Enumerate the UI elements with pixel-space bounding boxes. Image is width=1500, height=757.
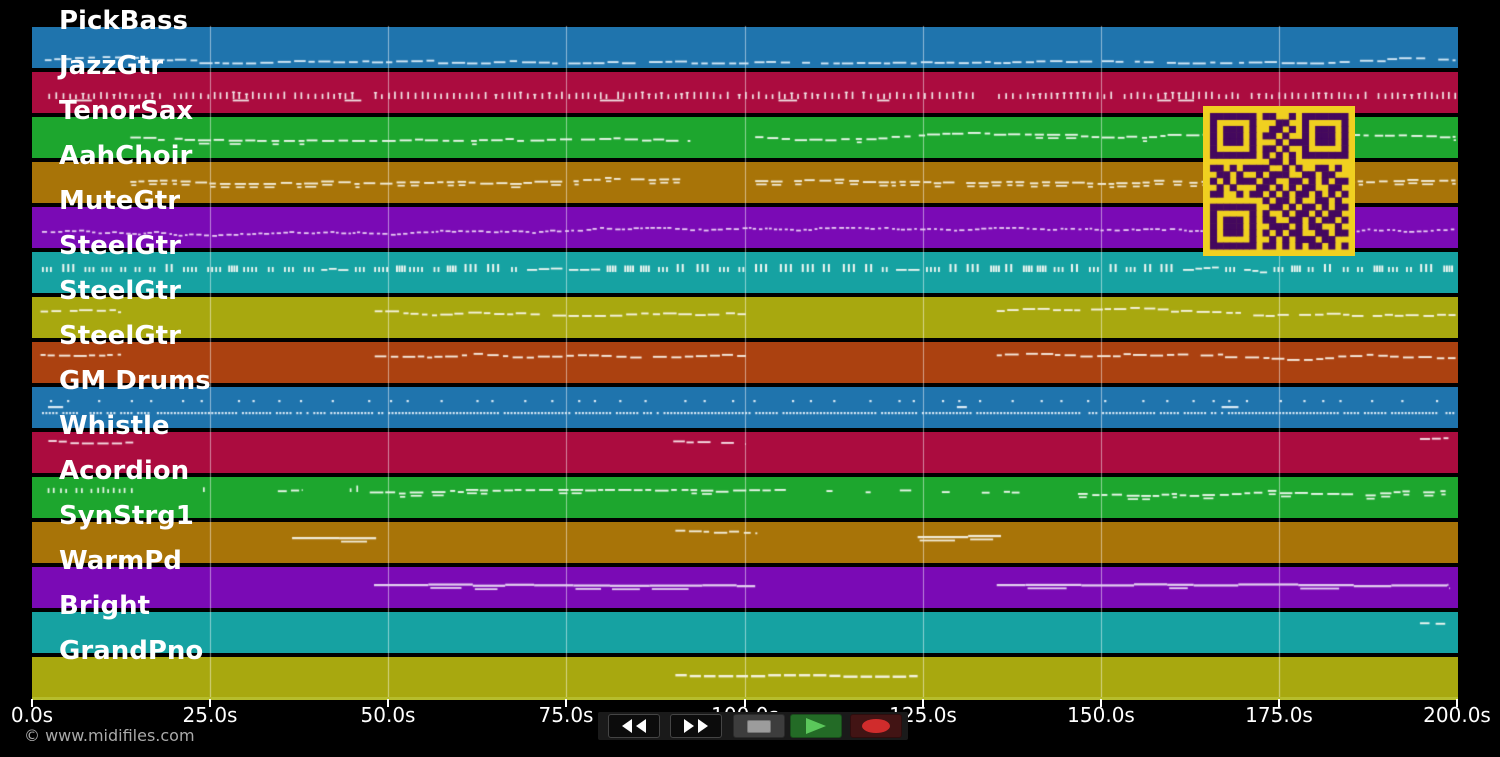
axis-tick-label: 75.0s [538, 703, 594, 727]
axis-line [32, 697, 1458, 700]
axis-tick-mark [1456, 699, 1458, 707]
fast-forward-button[interactable] [670, 714, 722, 738]
stop-icon [747, 719, 771, 733]
track-label: GrandPno [59, 636, 204, 666]
axis-tick-mark [1100, 699, 1102, 707]
track-label: Acordion [59, 456, 190, 486]
watermark: © www.midifiles.com [24, 726, 195, 745]
track-label: GM Drums [59, 366, 211, 396]
axis-tick-label: 200.0s [1423, 703, 1491, 727]
track-label: SynStrg1 [59, 501, 194, 531]
track-label: SteelGtr [59, 231, 181, 261]
axis-tick-mark [387, 699, 389, 707]
axis-tick-label: 0.0s [10, 703, 54, 727]
track-label: SteelGtr [59, 276, 181, 306]
track-label: TenorSax [59, 96, 194, 126]
record-icon [862, 719, 890, 733]
axis-tick-mark [922, 699, 924, 707]
track-label: Bright [59, 591, 151, 621]
axis-tick-mark [1278, 699, 1280, 707]
play-button[interactable] [790, 714, 842, 738]
rewind-button[interactable] [608, 714, 660, 738]
track-label: MuteGtr [59, 186, 181, 216]
fast-forward-icon [682, 718, 710, 734]
qr-code [1203, 106, 1355, 256]
axis-tick-label: 175.0s [1245, 703, 1313, 727]
axis-tick-label: 150.0s [1067, 703, 1135, 727]
axis-tick-mark [209, 699, 211, 707]
rewind-icon [620, 718, 648, 734]
track-label: AahChoir [59, 141, 193, 171]
axis-tick-mark [31, 699, 33, 707]
track-label: PickBass [59, 6, 188, 36]
axis-tick-mark [565, 699, 567, 707]
play-icon [804, 717, 828, 735]
record-button[interactable] [850, 714, 902, 738]
transport-bar [598, 712, 908, 740]
axis-tick-label: 50.0s [360, 703, 416, 727]
track-label: WarmPd [59, 546, 182, 576]
track-label: JazzGtr [59, 51, 164, 81]
stop-button[interactable] [733, 714, 785, 738]
axis-tick-label: 25.0s [182, 703, 238, 727]
track-label: SteelGtr [59, 321, 181, 351]
track-label: Whistle [59, 411, 170, 441]
axis-tick-mark [744, 699, 746, 707]
